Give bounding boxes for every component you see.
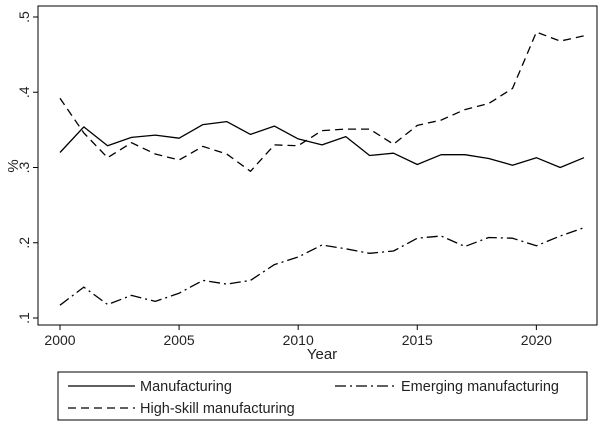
legend-label-manufacturing: Manufacturing: [140, 379, 232, 395]
plot-area: [37, 5, 598, 326]
legend-label-high-skill-manufacturing: High-skill manufacturing: [140, 401, 295, 417]
x-tick-label: 2010: [283, 332, 314, 348]
x-axis-title: Year: [307, 346, 337, 363]
y-tick-label: .4: [16, 86, 32, 98]
y-axis-title: %: [5, 159, 22, 172]
legend: Manufacturing Emerging manufacturing High-…: [57, 371, 588, 421]
x-tick-label: 2015: [402, 332, 433, 348]
x-tick-label: 2005: [164, 332, 195, 348]
series-line-high-skill-manufacturing: [59, 31, 585, 172]
series-line-emerging-manufacturing: [59, 227, 585, 306]
y-tick-label: .1: [16, 312, 32, 324]
y-tick-label: .5: [16, 11, 32, 23]
series-line-manufacturing: [59, 120, 585, 169]
legend-box: [57, 371, 588, 421]
y-tick-label: .3: [16, 161, 32, 173]
legend-label-emerging-manufacturing: Emerging manufacturing: [401, 379, 559, 395]
y-tick-label: .2: [16, 237, 32, 249]
x-tick-label: 2000: [44, 332, 75, 348]
x-tick-label: 2020: [521, 332, 552, 348]
